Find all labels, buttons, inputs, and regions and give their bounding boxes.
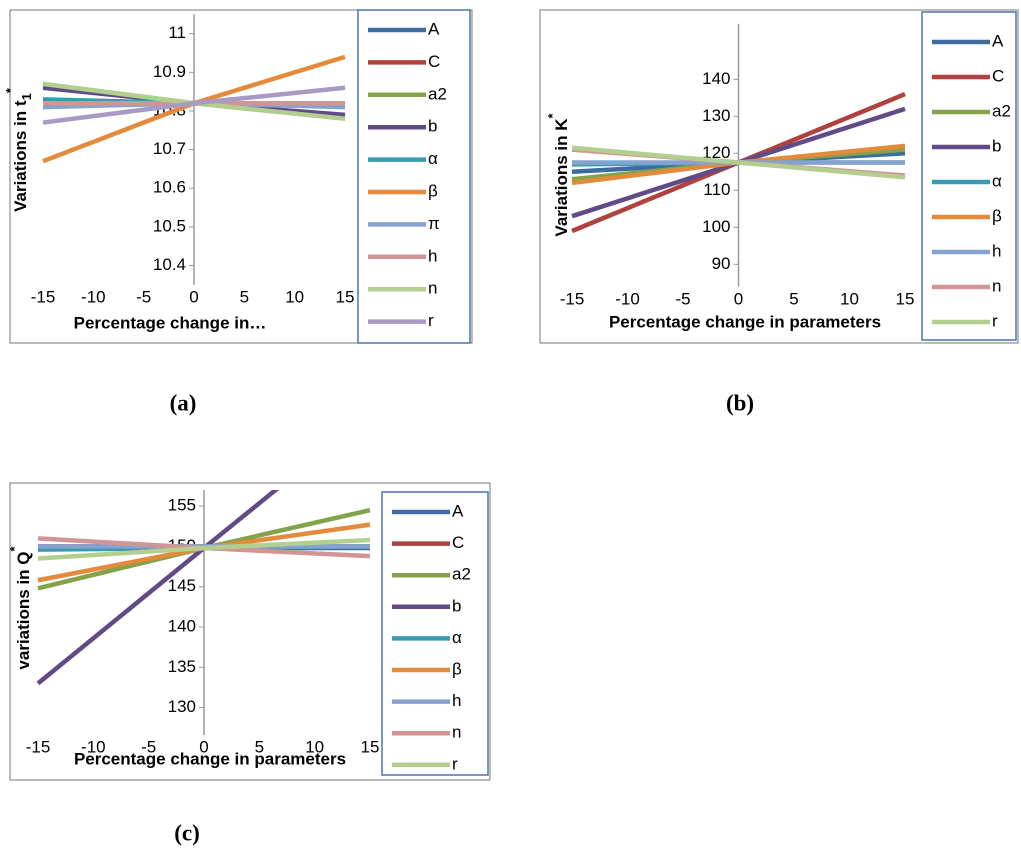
- x-tick-label: -5: [136, 287, 151, 306]
- y-tick-label: 130: [702, 106, 730, 125]
- legend-label: a2: [452, 565, 471, 584]
- legend-label: π: [428, 214, 440, 233]
- legend-label: r: [992, 311, 998, 330]
- y-tick-label: 10.9: [153, 62, 186, 81]
- legend-label: C: [452, 533, 464, 552]
- legend-label: α: [992, 171, 1002, 190]
- legend-label: b: [992, 136, 1001, 155]
- y-tick-label: 130: [168, 697, 196, 716]
- legend-label: β: [992, 206, 1002, 225]
- y-axis-label-text: variations in Q: [14, 551, 33, 669]
- legend-label: b: [428, 117, 437, 136]
- y-tick-label: 10.6: [153, 178, 186, 197]
- y-axis-label: variations in Q*: [7, 545, 33, 669]
- y-axis-label-sup: *: [545, 112, 560, 118]
- x-tick-label: -5: [675, 289, 690, 308]
- x-axis-label: Percentage change in parameters: [74, 749, 346, 768]
- x-tick-label: 5: [240, 287, 249, 306]
- x-tick-label: 0: [189, 287, 198, 306]
- figure: 10.410.510.610.710.810.911-15-10-5051015…: [0, 0, 1021, 857]
- y-tick-label: 155: [168, 496, 196, 515]
- x-tick-label: 15: [896, 289, 915, 308]
- x-tick-label: -15: [26, 737, 51, 756]
- legend-label: a2: [992, 101, 1011, 120]
- caption: (a): [170, 390, 197, 415]
- legend-label: β: [428, 181, 438, 200]
- y-tick-label: 11: [168, 23, 186, 42]
- x-tick-label: -15: [31, 287, 56, 306]
- x-tick-label: -15: [560, 289, 585, 308]
- y-tick-label: 100: [702, 217, 730, 236]
- x-axis-label: Percentage change in…: [74, 313, 267, 332]
- legend-label: a2: [428, 84, 447, 103]
- legend-label: h: [452, 691, 461, 710]
- y-tick-label: 10.7: [153, 139, 186, 158]
- y-axis-label-text: Variations in K: [552, 118, 571, 237]
- legend-label: β: [452, 659, 462, 678]
- y-tick-label: 10.5: [153, 216, 186, 235]
- x-tick-label: 5: [789, 289, 798, 308]
- legend-label: C: [992, 66, 1004, 85]
- y-tick-label: 135: [168, 657, 196, 676]
- y-axis-label: Variations in t1*: [3, 87, 34, 212]
- legend-label: A: [992, 31, 1004, 50]
- legend-frame: [922, 12, 1016, 340]
- caption: (c): [174, 820, 200, 845]
- legend-label: α: [428, 149, 438, 168]
- legend-label: h: [992, 241, 1001, 260]
- y-tick-label: 110: [703, 180, 730, 199]
- y-tick-label: 140: [168, 616, 196, 635]
- y-axis-label-sup: *: [3, 87, 18, 93]
- legend-label: b: [452, 596, 461, 615]
- x-axis-label: Percentage change in parameters: [609, 312, 881, 331]
- caption: (b): [726, 390, 754, 415]
- x-tick-label: 15: [336, 287, 355, 306]
- legend-label: r: [428, 311, 434, 330]
- y-tick-label: 140: [702, 69, 730, 88]
- legend-label: A: [452, 501, 464, 520]
- legend-label: n: [428, 279, 437, 298]
- legend-frame: [358, 10, 470, 343]
- x-tick-label: -10: [615, 289, 640, 308]
- legend-label: n: [992, 276, 1001, 295]
- x-tick-label: 10: [840, 289, 859, 308]
- y-tick-label: 10.4: [153, 255, 186, 274]
- x-tick-label: -10: [81, 287, 106, 306]
- x-tick-label: 15: [361, 737, 380, 756]
- y-tick-label: 90: [712, 254, 731, 273]
- y-axis-label-sub: 1: [19, 93, 34, 100]
- legend-label: h: [428, 246, 437, 265]
- legend-label: α: [452, 628, 462, 647]
- legend-label: r: [452, 754, 458, 773]
- y-axis-label-text: Variations in t: [11, 100, 30, 212]
- x-tick-label: 0: [734, 289, 743, 308]
- y-axis-label: Variations in K*: [545, 112, 571, 236]
- legend-label: C: [428, 52, 440, 71]
- y-tick-label: 145: [168, 576, 196, 595]
- legend-label: n: [452, 723, 461, 742]
- legend-label: A: [428, 19, 440, 38]
- x-tick-label: 10: [285, 287, 304, 306]
